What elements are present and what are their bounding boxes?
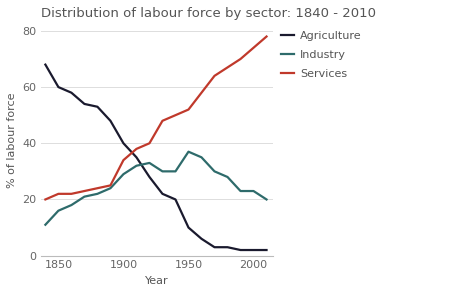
Agriculture	[108, 119, 113, 122]
Services	[160, 119, 165, 122]
Services	[212, 74, 218, 78]
Agriculture	[43, 63, 48, 67]
Services	[108, 184, 113, 187]
Industry	[173, 170, 178, 173]
Agriculture	[225, 246, 230, 249]
Services	[199, 91, 204, 94]
Text: Distribution of labour force by sector: 1840 - 2010: Distribution of labour force by sector: …	[42, 7, 376, 20]
Services	[55, 192, 61, 196]
Agriculture	[186, 226, 191, 229]
Industry	[43, 223, 48, 226]
X-axis label: Year: Year	[146, 276, 169, 286]
Legend: Agriculture, Industry, Services: Agriculture, Industry, Services	[281, 31, 361, 79]
Industry	[225, 175, 230, 179]
Agriculture	[160, 192, 165, 196]
Agriculture	[120, 142, 126, 145]
Agriculture	[134, 156, 139, 159]
Services	[134, 147, 139, 151]
Industry	[146, 161, 152, 165]
Agriculture	[173, 198, 178, 201]
Services	[251, 46, 256, 50]
Industry	[95, 192, 100, 196]
Industry	[55, 209, 61, 212]
Agriculture	[82, 102, 87, 106]
Line: Agriculture: Agriculture	[46, 65, 266, 250]
Agriculture	[212, 246, 218, 249]
Line: Industry: Industry	[46, 152, 266, 225]
Industry	[120, 172, 126, 176]
Industry	[134, 164, 139, 168]
Agriculture	[55, 85, 61, 89]
Services	[173, 113, 178, 117]
Services	[120, 158, 126, 162]
Industry	[264, 198, 269, 201]
Industry	[186, 150, 191, 154]
Services	[82, 189, 87, 193]
Industry	[199, 156, 204, 159]
Y-axis label: % of labour force: % of labour force	[7, 93, 17, 188]
Agriculture	[264, 248, 269, 252]
Agriculture	[199, 237, 204, 241]
Industry	[237, 189, 243, 193]
Line: Services: Services	[46, 37, 266, 200]
Services	[225, 66, 230, 69]
Services	[146, 142, 152, 145]
Agriculture	[95, 105, 100, 108]
Industry	[82, 195, 87, 198]
Industry	[69, 203, 74, 207]
Services	[237, 57, 243, 61]
Industry	[108, 186, 113, 190]
Industry	[160, 170, 165, 173]
Agriculture	[251, 248, 256, 252]
Services	[264, 35, 269, 38]
Services	[43, 198, 48, 201]
Services	[95, 186, 100, 190]
Agriculture	[146, 175, 152, 179]
Industry	[251, 189, 256, 193]
Agriculture	[69, 91, 74, 94]
Services	[69, 192, 74, 196]
Industry	[212, 170, 218, 173]
Agriculture	[237, 248, 243, 252]
Services	[186, 108, 191, 111]
